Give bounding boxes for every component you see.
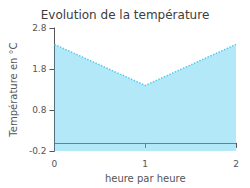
svg-text:heure par heure: heure par heure <box>105 173 186 184</box>
svg-text:-0.2: -0.2 <box>29 146 47 156</box>
svg-text:2: 2 <box>233 159 239 169</box>
svg-text:2.8: 2.8 <box>32 23 47 33</box>
svg-text:Température en °C: Température en °C <box>8 42 19 137</box>
svg-text:0: 0 <box>52 159 58 169</box>
svg-text:Evolution de la température: Evolution de la température <box>41 8 210 22</box>
svg-text:1: 1 <box>142 159 148 169</box>
svg-text:0.8: 0.8 <box>32 105 47 115</box>
svg-text:1.8: 1.8 <box>32 64 47 74</box>
